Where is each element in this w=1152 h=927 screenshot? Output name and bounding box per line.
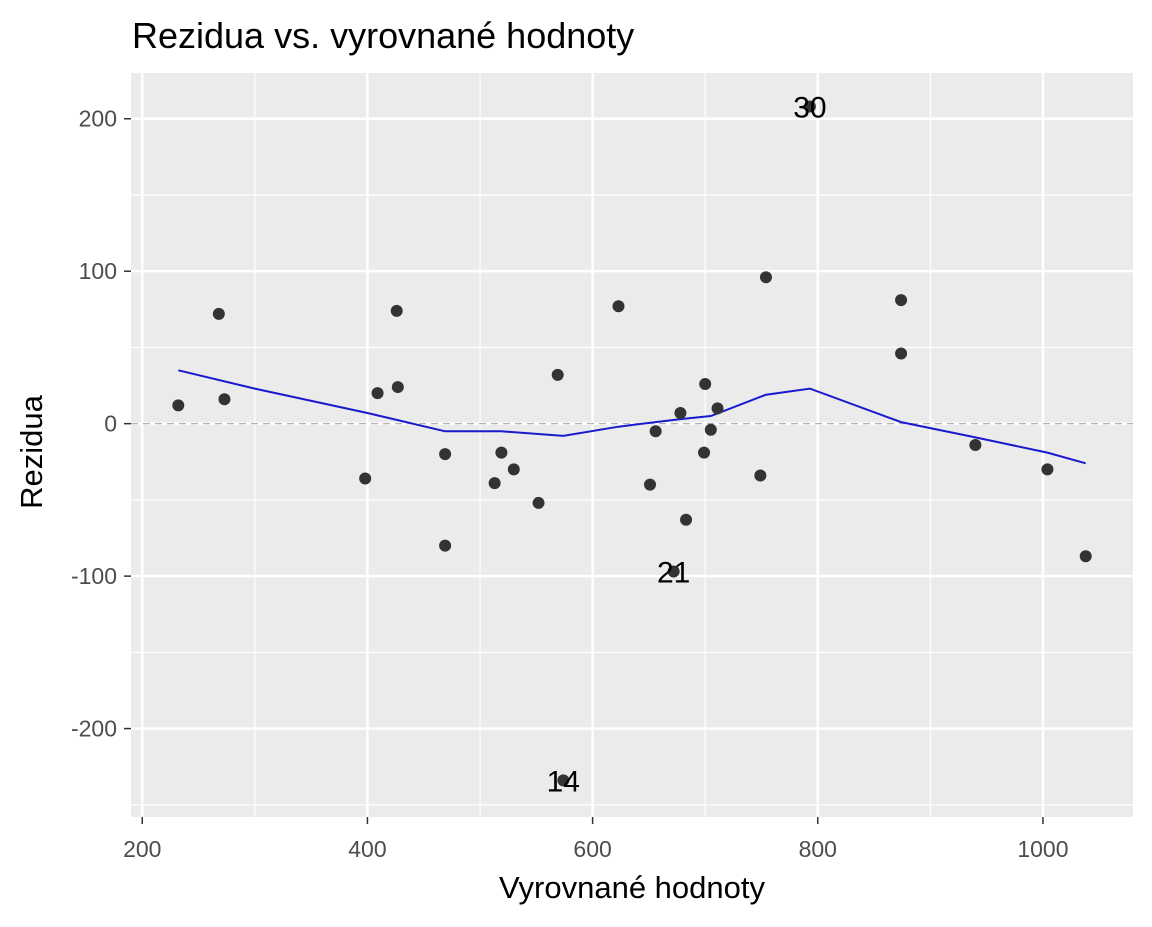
data-point: [551, 368, 564, 381]
data-point: [698, 446, 711, 459]
y-tick-label: 200: [79, 106, 117, 132]
data-point: [644, 478, 657, 491]
x-axis-label: Vyrovnané hodnoty: [499, 870, 765, 905]
data-point: [680, 513, 693, 526]
data-point: [359, 472, 372, 485]
y-axis-ticks: -200 -100 0 100 200: [71, 106, 131, 742]
minor-gridlines: [131, 73, 1133, 817]
plot-panel: [131, 73, 1133, 817]
outlier-label: 14: [547, 765, 580, 798]
y-tick-label: 100: [79, 258, 117, 284]
x-tick-label: 400: [348, 836, 386, 862]
x-tick-label: 800: [799, 836, 837, 862]
data-point: [711, 402, 724, 415]
data-point: [803, 100, 816, 113]
smooth-trend-line: [178, 369, 1086, 465]
data-point: [371, 387, 384, 400]
data-point: [439, 448, 452, 461]
data-point: [704, 423, 717, 436]
data-point: [612, 300, 625, 313]
y-tick-label: -200: [71, 716, 117, 742]
x-tick-label: 1000: [1017, 836, 1068, 862]
y-tick-label: -100: [71, 563, 117, 589]
outlier-label: 21: [657, 557, 690, 590]
outlier-label: 30: [793, 92, 826, 125]
point-labels: 14 21 30: [547, 92, 827, 799]
data-point: [895, 347, 908, 360]
data-point: [895, 294, 908, 307]
data-point: [649, 425, 662, 438]
data-point: [667, 565, 680, 578]
data-point: [1079, 550, 1092, 563]
data-point: [557, 774, 570, 787]
data-point: [439, 539, 452, 552]
residual-points: [172, 100, 1092, 787]
x-tick-label: 200: [123, 836, 161, 862]
data-point: [969, 439, 982, 451]
data-point: [390, 304, 403, 317]
data-point: [172, 399, 185, 412]
y-tick-label: 0: [104, 411, 117, 437]
x-tick-label: 600: [573, 836, 611, 862]
data-point: [674, 406, 687, 419]
chart-title: Rezidua vs. vyrovnané hodnoty: [132, 15, 634, 56]
data-point: [391, 381, 404, 394]
data-point: [495, 446, 508, 459]
data-point: [532, 496, 545, 509]
major-gridlines: [131, 73, 1133, 817]
x-axis-ticks: 200 400 600 800 1000: [123, 817, 1069, 862]
data-point: [218, 393, 231, 406]
data-point: [759, 271, 772, 284]
data-point: [507, 463, 520, 476]
data-point: [212, 307, 225, 320]
y-axis-label: Rezidua: [14, 394, 49, 508]
data-point: [699, 378, 712, 391]
data-point: [488, 477, 501, 490]
data-point: [754, 469, 767, 482]
data-point: [1041, 463, 1054, 476]
